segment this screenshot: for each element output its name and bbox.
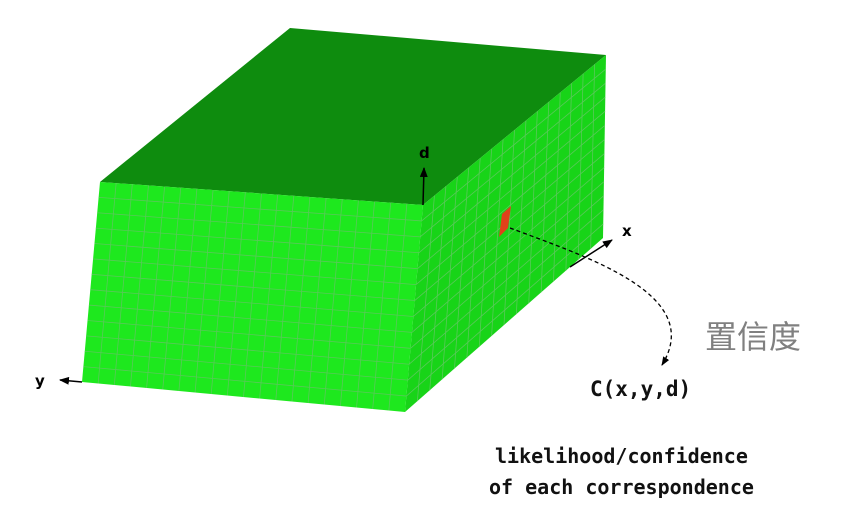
grid-line [87,320,411,349]
confidence-label-cn: 置信度 [705,318,801,356]
grid-line [414,139,605,301]
grid-line [565,83,573,271]
grid-line [577,73,584,260]
grid-line [259,194,279,399]
grid-line [243,193,262,398]
grid-line [88,304,412,333]
grid-line [372,202,392,410]
grid-line [418,96,606,254]
grid-line [407,209,604,381]
grid-line [515,120,527,315]
grid-line [410,181,605,349]
grid-line [415,125,606,285]
grid-line [162,187,182,390]
side-face-grid [406,64,607,402]
grid-line [411,167,605,333]
grid-line [130,185,149,387]
grid-line [503,129,515,326]
grid-line [113,184,133,386]
grid-line [478,148,493,347]
grid-line [340,200,359,407]
grid-line [275,195,295,401]
grid-line [421,68,607,222]
grid-line [454,167,470,369]
grid-line [93,258,417,286]
caption-line-1: likelihood/confidence [495,444,748,468]
grid-line [416,195,435,402]
grid-line [91,273,415,301]
grid-line [417,111,606,269]
grid-line [466,158,481,358]
grid-line [98,196,422,222]
grid-line [291,196,311,402]
grid-line [194,190,214,393]
d-axis-label: d [419,144,430,162]
grid-line [540,101,550,293]
grid-line [590,64,595,249]
x-axis-label: x [622,222,632,240]
grid-line [95,227,419,254]
highlighted-cost-cell [499,206,511,237]
grid-line [86,335,410,365]
dashed-pointer-arrow [509,227,672,366]
grid-line [406,223,604,397]
grid-line [419,82,606,238]
grid-line [441,176,458,380]
grid-line [97,212,421,238]
grid-line [210,191,230,395]
grid-line [84,350,408,381]
y-axis [59,376,83,385]
grid-line [226,192,246,396]
cost-function-formula: C(x,y,d) [590,377,691,401]
volume-side-face [405,55,606,412]
grid-line [553,92,561,282]
d-axis [419,167,428,206]
volume-top-face [100,28,606,205]
grid-line [356,201,375,408]
grid-line [408,195,604,365]
grid-line [323,199,343,405]
grid-line [94,243,418,270]
grid-line [97,183,117,384]
grid-line [429,186,447,391]
x-axis [569,239,613,268]
grid-line [388,203,408,411]
grid-line [413,153,605,317]
grid-line [528,111,538,304]
front-face-grid [83,183,422,411]
caption-line-2: of each correspondence [489,475,754,499]
grid-line [307,198,327,404]
grid-line [146,186,165,389]
y-axis-label: y [35,372,45,390]
grid-line [83,366,407,397]
grid-line [491,139,504,336]
grid-line [90,289,414,317]
grid-line [178,188,198,392]
